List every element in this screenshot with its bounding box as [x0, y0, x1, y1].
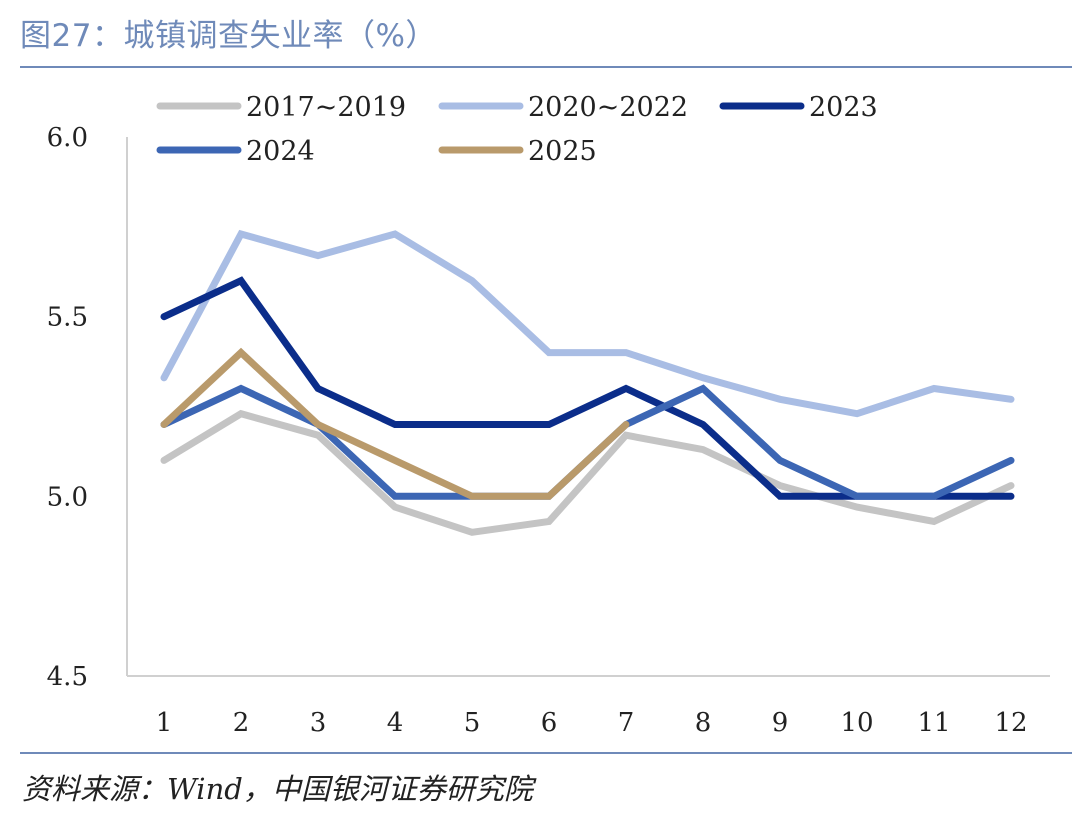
y-tick-label: 5.0: [47, 482, 88, 512]
source-note: 资料来源：Wind，中国银河证券研究院: [22, 772, 533, 806]
legend-label: 2020~2022: [528, 92, 688, 123]
legend-label: 2023: [809, 92, 878, 123]
x-tick-label: 5: [464, 708, 481, 738]
x-tick-label: 1: [156, 708, 173, 738]
footer-divider: [20, 752, 1072, 754]
y-tick-label: 5.5: [47, 303, 88, 333]
series-line-2017~2019: [160, 409, 1015, 536]
x-tick-label: 3: [310, 708, 327, 738]
y-tick-label: 4.5: [47, 662, 88, 692]
x-tick-label: 8: [695, 708, 712, 738]
x-tick-label: 2: [233, 708, 250, 738]
x-tick-label: 6: [541, 708, 558, 738]
x-tick-label: 10: [840, 708, 873, 738]
y-tick-label: 6.0: [47, 123, 88, 153]
x-tick-label: 4: [387, 708, 404, 738]
figure-title: 图27：城镇调查失业率（%）: [20, 18, 437, 54]
x-tick-label: 9: [772, 708, 789, 738]
title-divider: [20, 66, 1072, 68]
series-line-2025: [160, 347, 630, 500]
x-tick-label: 11: [917, 708, 950, 738]
x-tick-label: 7: [618, 708, 635, 738]
legend-label: 2025: [528, 136, 597, 167]
series-line-2020~2022: [160, 229, 1015, 418]
x-tick-label: 12: [994, 708, 1027, 738]
legend-label: 2017~2019: [246, 92, 406, 123]
legend-label: 2024: [246, 136, 315, 167]
